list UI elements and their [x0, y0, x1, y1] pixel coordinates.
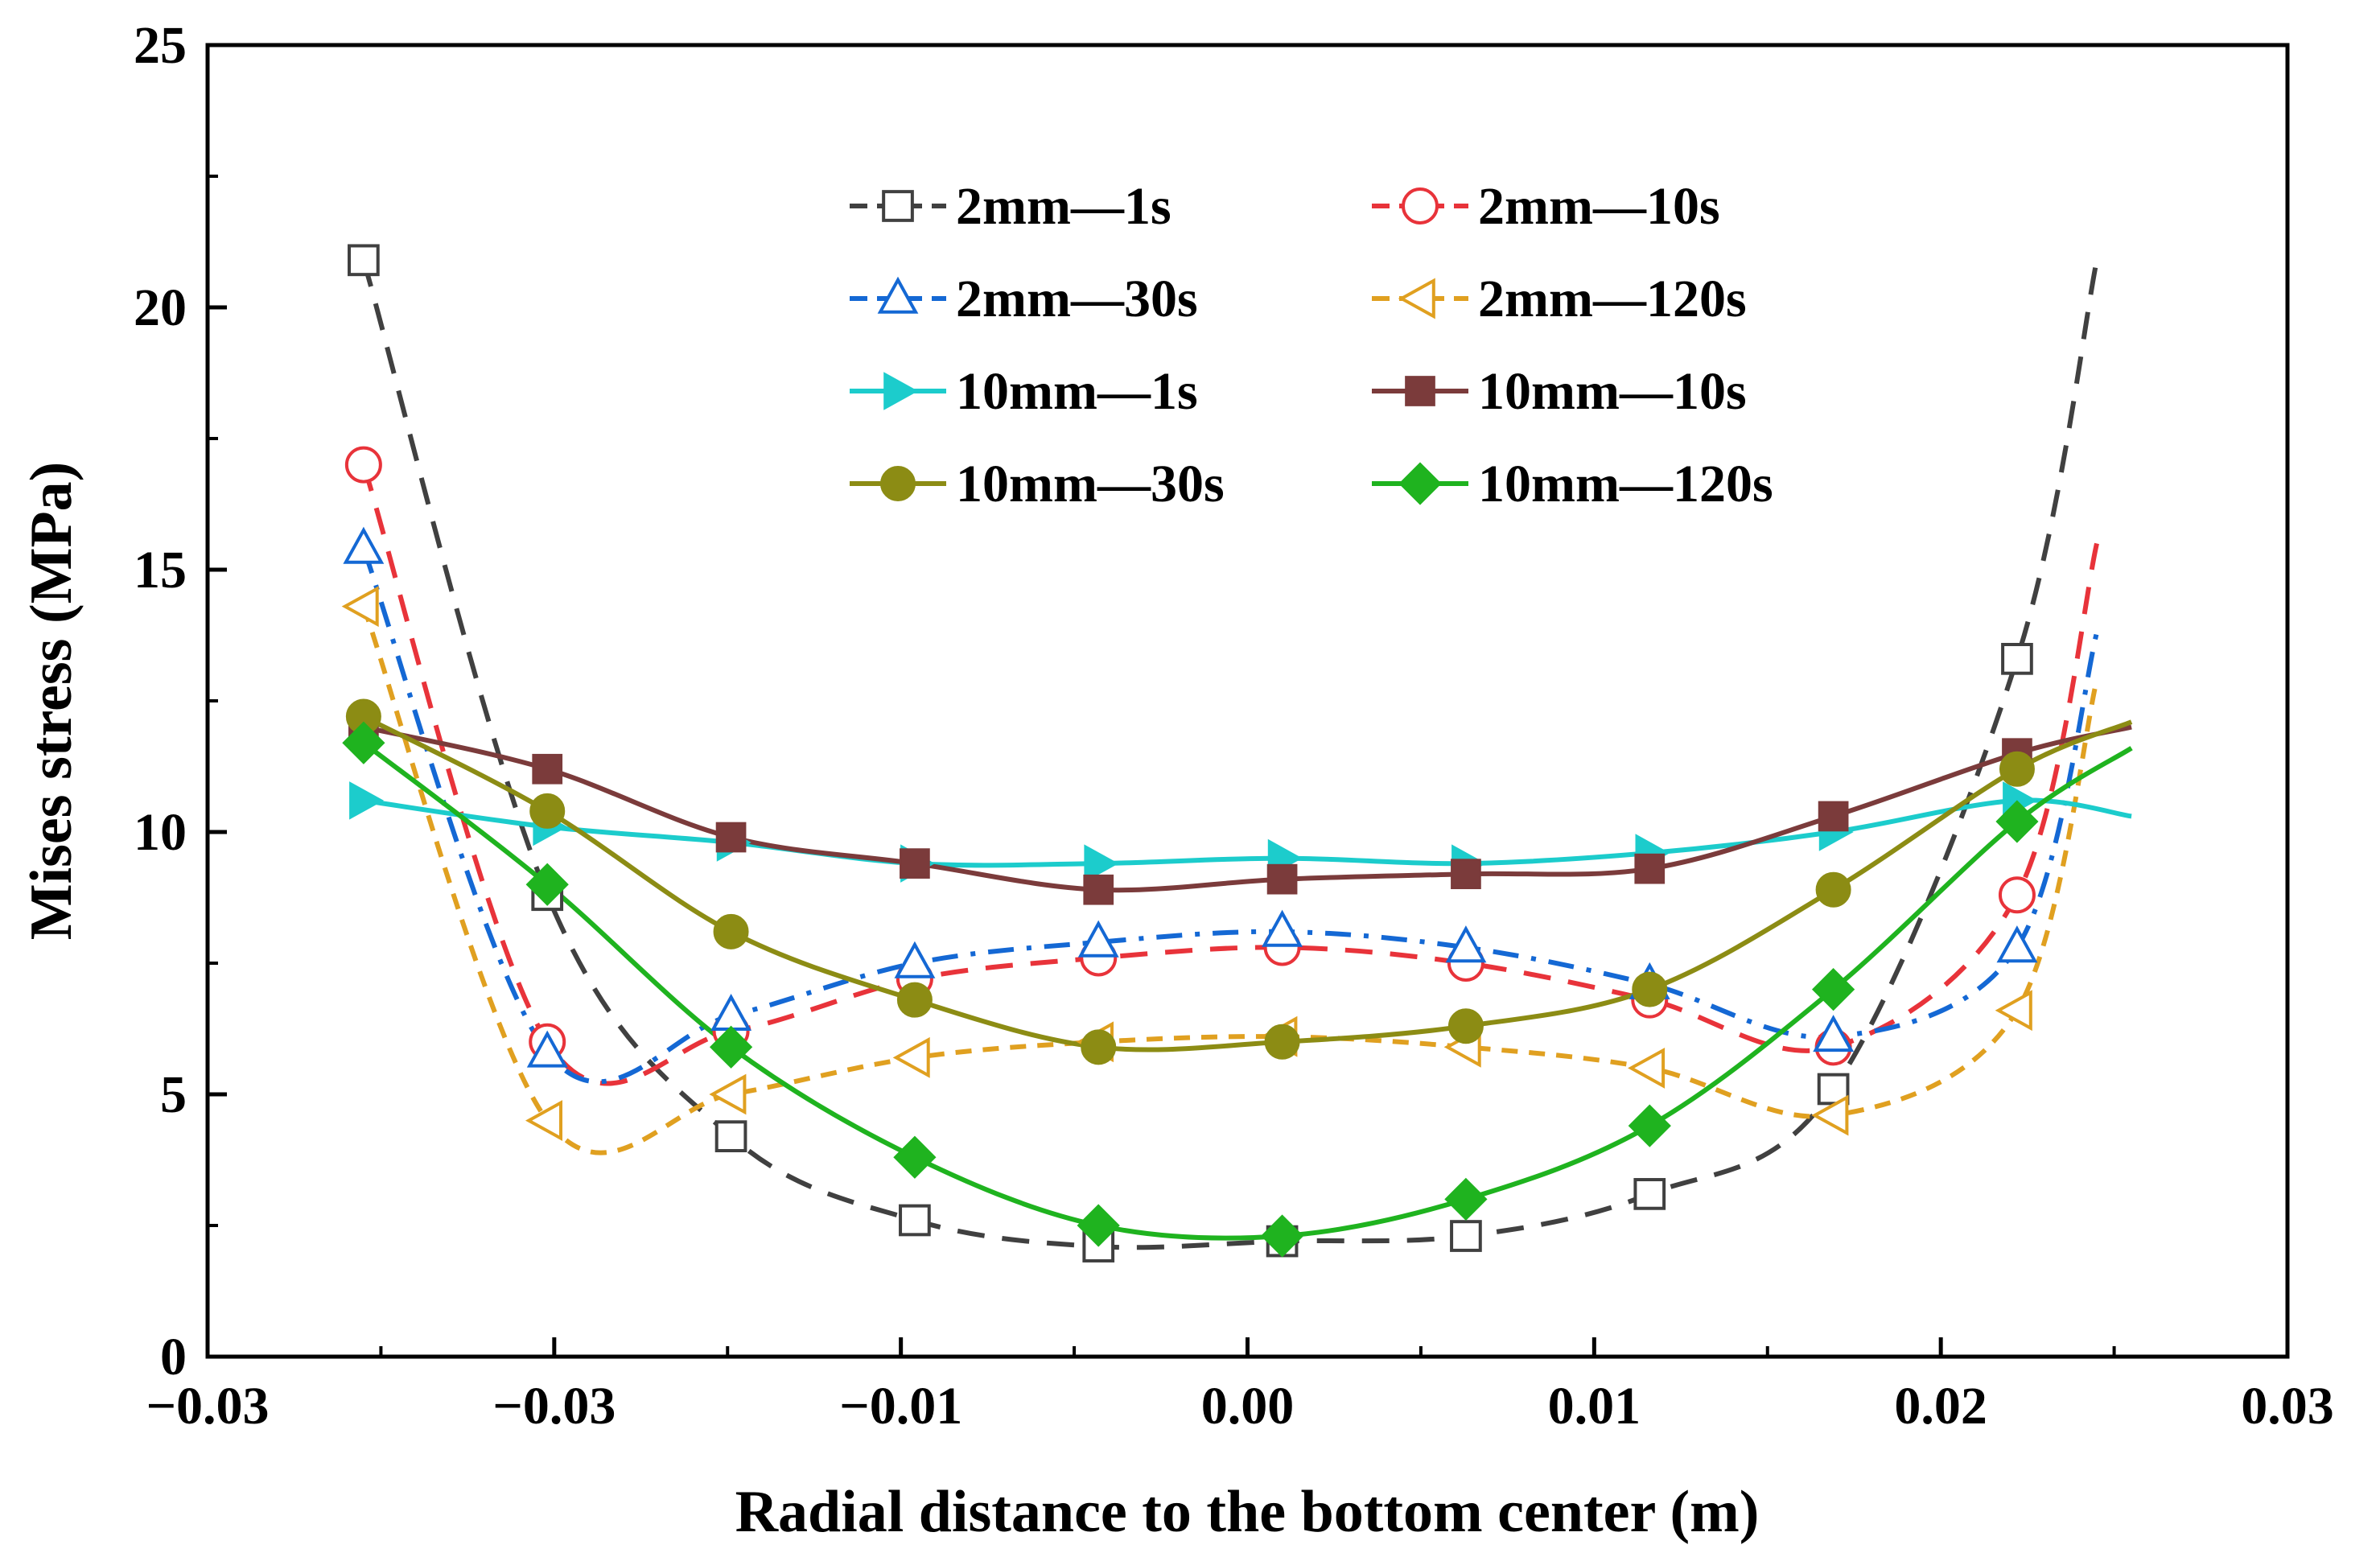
legend-label-2: 2mm—30s — [956, 270, 1198, 328]
series-6-point-4 — [1081, 1029, 1117, 1065]
series-1-point-9 — [1998, 876, 2036, 914]
series-2-point-6 — [1445, 925, 1487, 963]
x-axis-title: Radial distance to the bottom center (m) — [735, 1479, 1760, 1545]
legend-label-7: 10mm—120s — [1478, 455, 1773, 513]
series-2-point-0 — [343, 526, 385, 564]
legend-label-0: 2mm—1s — [956, 177, 1171, 236]
x-tick-label: 0.00 — [1201, 1377, 1295, 1435]
legend-marker-1 — [1402, 187, 1439, 224]
x-tick-label: 0.03 — [2241, 1377, 2334, 1435]
series-7-point-0 — [342, 721, 385, 764]
series-0-point-7 — [1633, 1178, 1666, 1210]
series-7-point-1 — [525, 863, 569, 906]
series-5-point-3 — [900, 848, 930, 879]
legend-label-6: 10mm—30s — [956, 455, 1225, 513]
legend-marker-2 — [877, 276, 919, 314]
series-5-point-1 — [532, 753, 563, 785]
legend-label-4: 10mm—1s — [956, 362, 1198, 421]
series-2-point-9 — [1996, 925, 2038, 963]
series-line-1 — [361, 463, 2099, 1086]
series-5-point-7 — [1634, 853, 1666, 884]
series-line-3 — [361, 605, 2099, 1155]
x-tick-label: −0.03 — [146, 1377, 269, 1435]
y-tick-label: 10 — [134, 803, 187, 862]
series-7-point-5 — [1260, 1214, 1304, 1258]
y-tick-label: 0 — [160, 1328, 187, 1386]
axis-layer: −0.03 −0.03 −0.01 0.00 0.01 0.02 0.03 0 5 10 15 20 2… — [134, 16, 2334, 1435]
series-5-point-5 — [1266, 863, 1298, 895]
series-2-point-1 — [526, 1030, 568, 1068]
x-tick-label: −0.03 — [492, 1377, 616, 1435]
series-2-point-8 — [1813, 1015, 1855, 1052]
series-7-point-9 — [1995, 800, 2039, 843]
legend-marker-0 — [882, 190, 914, 222]
series-6-point-2 — [713, 913, 749, 949]
series-7-point-4 — [1077, 1204, 1120, 1247]
series-6-point-3 — [896, 982, 933, 1018]
series-3-point-0 — [341, 586, 379, 628]
series-0-point-6 — [1450, 1220, 1482, 1252]
legend-marker-4 — [883, 372, 919, 410]
series-5-point-8 — [1818, 801, 1849, 832]
legend-label-5: 10mm—10s — [1478, 362, 1747, 421]
x-tick-label: 0.02 — [1894, 1377, 1987, 1435]
x-tick-label: −0.01 — [839, 1377, 962, 1435]
plot-background — [208, 45, 2287, 1357]
series-7-point-6 — [1444, 1177, 1488, 1221]
series-2-point-5 — [1262, 909, 1303, 947]
series-0-point-2 — [714, 1120, 747, 1153]
series-0-point-0 — [348, 244, 380, 277]
series-3-point-3 — [892, 1036, 930, 1078]
series-6-point-6 — [1447, 1008, 1484, 1044]
y-tick-label: 20 — [134, 278, 187, 337]
y-axis-title: Mises stress (MPa) — [19, 462, 84, 941]
series-3-point-1 — [525, 1100, 562, 1141]
series-0-point-3 — [899, 1204, 931, 1237]
series-2-point-4 — [1077, 920, 1119, 958]
series-5-point-6 — [1451, 859, 1481, 890]
series-3-point-8 — [1811, 1094, 1849, 1136]
legend-label-1: 2mm—10s — [1478, 177, 1720, 236]
series-6-point-5 — [1264, 1024, 1300, 1060]
legend-marker-6 — [880, 466, 916, 501]
series-5-point-4 — [1083, 874, 1114, 905]
legend-label-3: 2mm—120s — [1478, 270, 1747, 328]
series-7-point-7 — [1628, 1104, 1671, 1147]
legend: 2mm—1s 2mm—10s 2mm—30s 2mm—120s 10mm—1s 10mm—… — [850, 177, 1773, 513]
series-5-point-2 — [715, 822, 747, 853]
series-6-point-8 — [1815, 871, 1851, 908]
series-1-point-0 — [344, 446, 382, 484]
series-7-point-2 — [709, 1025, 753, 1069]
legend-marker-3 — [1398, 278, 1435, 319]
series-3-point-9 — [1995, 990, 2032, 1032]
y-tick-label: 15 — [134, 541, 187, 599]
series-6-point-7 — [1632, 971, 1668, 1007]
series-6-point-9 — [1999, 751, 2035, 787]
series-2-point-3 — [894, 941, 936, 978]
marker-layer — [341, 244, 2039, 1262]
series-7-point-8 — [1811, 967, 1855, 1011]
legend-marker-7 — [1398, 462, 1442, 505]
series-0-point-9 — [2001, 642, 2033, 675]
y-tick-label: 25 — [134, 16, 187, 75]
series-4-point-0 — [349, 781, 385, 820]
x-tick-label: 0.01 — [1548, 1377, 1641, 1435]
y-tick-label: 5 — [160, 1065, 187, 1124]
series-4-point-4 — [1084, 844, 1119, 883]
series-7-point-3 — [893, 1135, 937, 1179]
legend-marker-5 — [1405, 376, 1435, 406]
series-6-point-1 — [529, 793, 566, 829]
series-line-2 — [361, 547, 2099, 1085]
series-3-point-7 — [1628, 1048, 1666, 1089]
series-3-point-2 — [709, 1073, 747, 1115]
